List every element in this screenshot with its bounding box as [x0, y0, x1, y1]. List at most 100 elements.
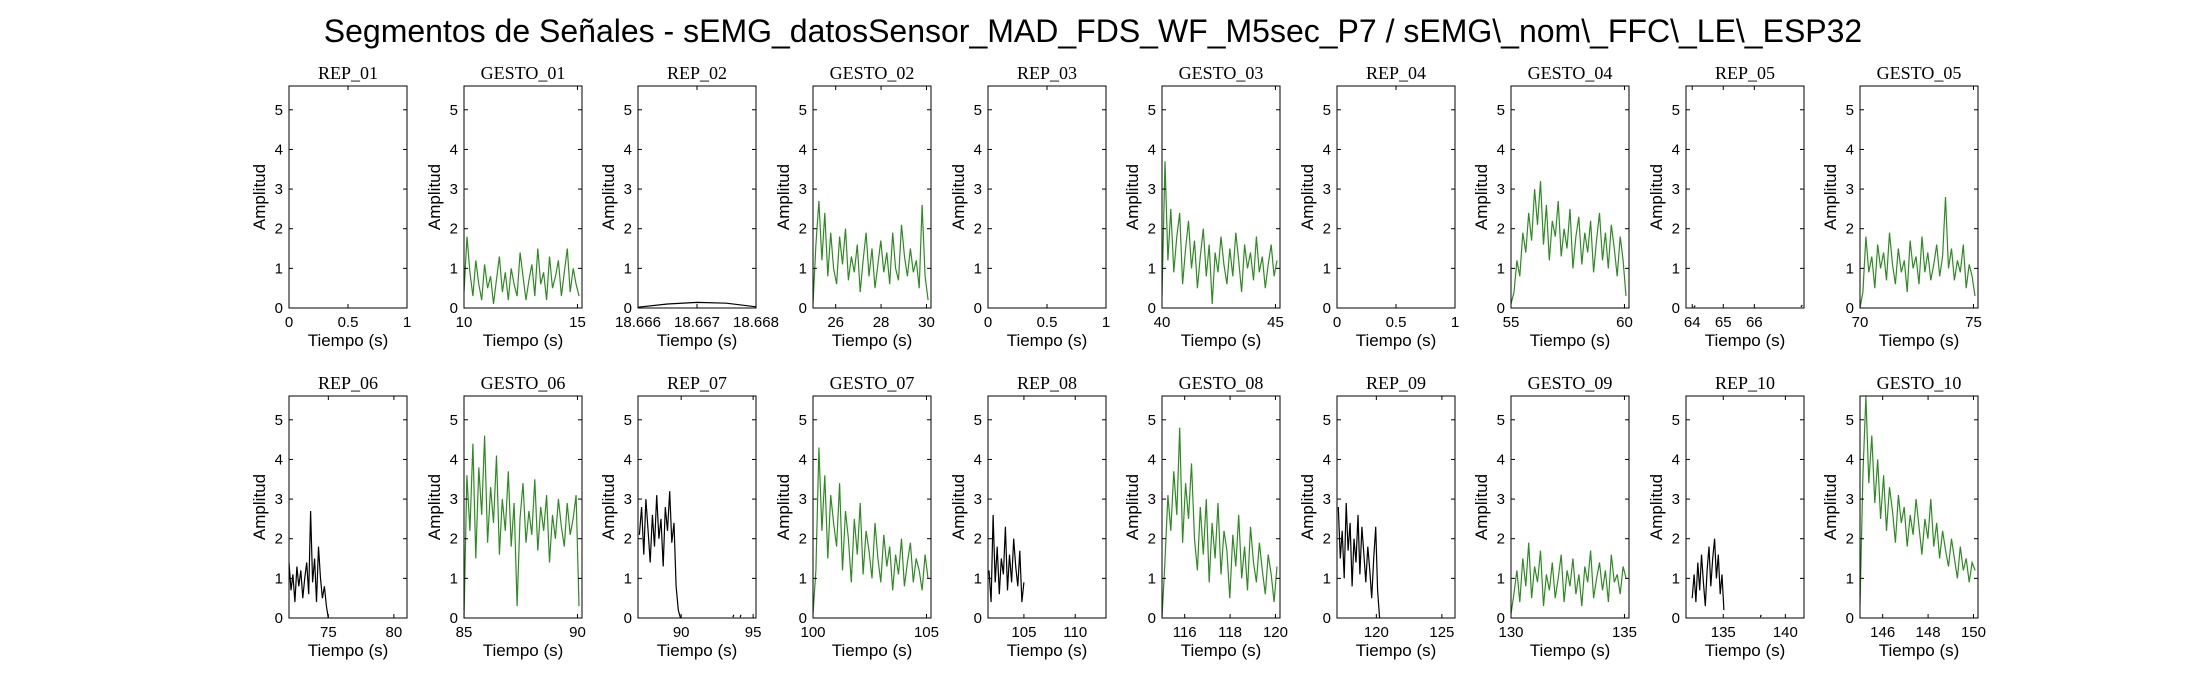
x-tick-label: 0 — [285, 314, 293, 331]
y-axis-label: Amplitud — [1123, 164, 1142, 230]
y-tick-label: 0 — [624, 300, 632, 317]
x-tick-label: 90 — [673, 624, 690, 641]
y-tick-label: 3 — [624, 491, 632, 508]
subplot: 0 1 2 3 4 5 0 0.5 1 REP_03 Tiempo (s) Amplitud — [949, 63, 1110, 350]
x-tick-label: 18.668 — [733, 314, 779, 331]
signal-line — [813, 447, 929, 615]
y-tick-label: 3 — [1846, 491, 1854, 508]
signal-line — [813, 200, 929, 305]
x-axis-label: Tiempo (s) — [1181, 331, 1262, 350]
y-axis-label: Amplitud — [1821, 164, 1840, 230]
y-tick-label: 1 — [1672, 260, 1680, 277]
y-tick-label: 4 — [799, 141, 807, 158]
y-tick-label: 3 — [799, 181, 807, 198]
y-tick-label: 2 — [624, 531, 632, 548]
x-tick-label: 64 — [1684, 314, 1701, 331]
x-tick-label: 0.5 — [1386, 314, 1407, 331]
y-tick-label: 1 — [1323, 570, 1331, 587]
y-tick-label: 1 — [275, 570, 283, 587]
y-axis-label: Amplitud — [425, 164, 444, 230]
y-tick-label: 5 — [1497, 412, 1505, 429]
y-tick-label: 4 — [1323, 451, 1331, 468]
y-tick-label: 2 — [974, 531, 982, 548]
x-tick-label: 55 — [1503, 314, 1520, 331]
subplot: 0 1 2 3 4 5 130 135 GESTO_09 Tiempo (s) Amplitud — [1472, 373, 1637, 660]
y-tick-label: 5 — [624, 412, 632, 429]
y-tick-label: 3 — [275, 491, 283, 508]
x-axis-label: Tiempo (s) — [1705, 331, 1786, 350]
y-tick-label: 2 — [275, 531, 283, 548]
axes-box — [1161, 85, 1281, 309]
subplot-title: REP_08 — [1017, 373, 1077, 393]
y-tick-label: 3 — [1672, 491, 1680, 508]
y-tick-label: 1 — [799, 260, 807, 277]
x-axis-label: Tiempo (s) — [483, 641, 564, 660]
signal-line — [1860, 196, 1976, 308]
y-tick-label: 5 — [1672, 102, 1680, 119]
y-tick-label: 5 — [799, 412, 807, 429]
x-axis-label: Tiempo (s) — [1879, 331, 1960, 350]
signal-line — [1800, 304, 1803, 308]
x-tick-label: 1 — [1451, 314, 1459, 331]
y-tick-label: 0 — [799, 610, 807, 627]
y-tick-label: 4 — [1148, 141, 1156, 158]
subplot-title: GESTO_07 — [830, 373, 915, 393]
axes-box — [812, 85, 932, 309]
y-tick-label: 3 — [275, 181, 283, 198]
y-axis-label: Amplitud — [1123, 474, 1142, 540]
x-axis-label: Tiempo (s) — [483, 331, 564, 350]
signal-line — [1511, 181, 1627, 305]
axes-box — [1510, 85, 1630, 309]
x-axis-label: Tiempo (s) — [1530, 331, 1611, 350]
subplot-title: GESTO_09 — [1528, 373, 1613, 393]
signal-line — [1693, 305, 1696, 308]
x-tick-label: 100 — [800, 624, 825, 641]
axes-box — [987, 85, 1107, 309]
subplot: 0 1 2 3 4 5 116 118 120 GESTO_08 Tiempo (s) Amplitu… — [1123, 373, 1288, 660]
y-tick-label: 2 — [1323, 531, 1331, 548]
x-axis-label: Tiempo (s) — [1356, 331, 1437, 350]
x-axis-label: Tiempo (s) — [308, 641, 389, 660]
y-tick-label: 5 — [624, 102, 632, 119]
subplot-title: REP_06 — [318, 373, 378, 393]
y-tick-label: 1 — [1323, 260, 1331, 277]
subplot-title: REP_02 — [667, 63, 727, 83]
y-tick-label: 3 — [450, 181, 458, 198]
y-tick-label: 1 — [1672, 570, 1680, 587]
x-tick-label: 60 — [1616, 314, 1633, 331]
subplot-title: REP_03 — [1017, 63, 1077, 83]
x-tick-label: 0.5 — [1037, 314, 1058, 331]
subplot-title: REP_05 — [1715, 63, 1775, 83]
y-tick-label: 4 — [450, 451, 458, 468]
subplot: 0 1 2 3 4 5 90 95 REP_07 Tiempo (s) Amplitud — [599, 373, 761, 660]
subplot: 0 1 2 3 4 5 75 80 REP_06 Tiempo (s) Amplitud — [250, 373, 408, 660]
y-tick-label: 3 — [974, 181, 982, 198]
subplot: 0 1 2 3 4 5 26 28 30 GESTO_02 Tiempo (s) Amplitud — [774, 63, 935, 350]
x-axis-label: Tiempo (s) — [657, 331, 738, 350]
x-tick-label: 118 — [1218, 624, 1242, 641]
x-axis-label: Tiempo (s) — [1007, 641, 1088, 660]
axes-box — [1685, 85, 1805, 309]
subplot-title: GESTO_05 — [1877, 63, 1962, 83]
y-axis-label: Amplitud — [1472, 474, 1491, 540]
y-tick-label: 5 — [1846, 412, 1854, 429]
axes-box — [987, 395, 1107, 619]
y-tick-label: 2 — [624, 221, 632, 238]
y-tick-label: 1 — [799, 570, 807, 587]
y-tick-label: 5 — [974, 412, 982, 429]
x-tick-label: 75 — [1965, 314, 1982, 331]
y-tick-label: 2 — [1846, 531, 1854, 548]
y-tick-label: 5 — [450, 412, 458, 429]
y-tick-label: 3 — [1323, 491, 1331, 508]
y-tick-label: 1 — [1846, 570, 1854, 587]
y-tick-label: 5 — [1148, 102, 1156, 119]
x-axis-label: Tiempo (s) — [1879, 641, 1960, 660]
x-tick-label: 105 — [914, 624, 939, 641]
x-axis-label: Tiempo (s) — [1181, 641, 1262, 660]
subplot-title: GESTO_02 — [830, 63, 915, 83]
subplot: 0 1 2 3 4 5 18.666 18.667 18.668 REP_02 Tiempo (s)… — [599, 63, 779, 350]
x-tick-label: 1 — [403, 314, 411, 331]
signal-line — [638, 301, 756, 308]
